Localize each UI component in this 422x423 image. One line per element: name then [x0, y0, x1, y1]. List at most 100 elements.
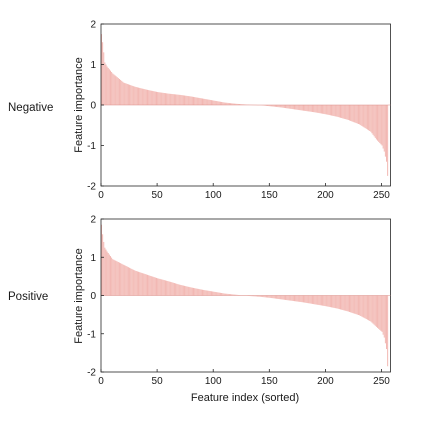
bar-positive-152 — [271, 295, 273, 299]
bar-positive-16 — [118, 262, 120, 296]
bar-positive-20 — [123, 264, 125, 296]
bar-negative-151 — [270, 105, 272, 107]
bar-negative-35 — [140, 88, 142, 105]
bar-positive-74 — [184, 285, 186, 296]
bar-positive-142 — [260, 295, 262, 297]
bar-negative-171 — [292, 105, 294, 110]
bar-positive-172 — [294, 295, 296, 302]
bar-positive-229 — [357, 295, 359, 316]
bar-positive-237 — [366, 295, 368, 320]
bar-positive-102 — [215, 292, 217, 296]
bar-negative-22 — [125, 83, 127, 105]
bar-negative-201 — [326, 105, 328, 115]
bar-negative-154 — [273, 105, 275, 107]
bar-positive-103 — [216, 292, 218, 296]
bar-negative-61 — [169, 93, 171, 105]
bar-positive-87 — [198, 289, 200, 296]
x-tick-label-positive-2: 100 — [205, 376, 222, 387]
bar-negative-38 — [143, 89, 145, 105]
bar-positive-208 — [334, 295, 336, 309]
bar-positive-26 — [130, 268, 132, 296]
bar-positive-188 — [311, 295, 313, 304]
bar-positive-31 — [135, 271, 137, 296]
bar-positive-0 — [101, 224, 103, 296]
bar-positive-51 — [158, 278, 160, 296]
bar-positive-163 — [283, 295, 285, 300]
bar-positive-22 — [125, 266, 127, 296]
bar-negative-102 — [215, 100, 217, 105]
bar-positive-104 — [217, 292, 219, 296]
bar-positive-251 — [382, 295, 384, 335]
bar-negative-72 — [181, 95, 183, 105]
bar-positive-100 — [213, 291, 215, 296]
bar-negative-19 — [122, 81, 124, 105]
bar-negative-118 — [233, 103, 235, 105]
bar-negative-164 — [285, 105, 287, 109]
bar-positive-6 — [107, 253, 109, 296]
bar-negative-168 — [289, 105, 291, 109]
bar-negative-78 — [188, 96, 190, 105]
bar-positive-166 — [287, 295, 289, 301]
bar-negative-58 — [166, 93, 168, 105]
bar-positive-15 — [117, 262, 119, 296]
bar-positive-224 — [352, 295, 354, 314]
y-tick-label-positive-0: 2 — [90, 215, 96, 226]
bar-negative-7 — [108, 69, 110, 105]
bar-negative-162 — [282, 105, 284, 108]
bar-negative-146 — [264, 105, 266, 106]
bar-negative-6 — [107, 67, 109, 105]
bar-positive-167 — [288, 295, 290, 301]
bar-positive-140 — [258, 295, 260, 297]
bar-negative-109 — [223, 102, 225, 105]
bar-negative-12 — [114, 75, 116, 105]
bar-negative-8 — [109, 70, 111, 105]
bar-negative-119 — [234, 103, 236, 105]
bar-positive-173 — [295, 295, 297, 302]
bar-positive-223 — [351, 295, 353, 313]
bar-negative-229 — [357, 105, 359, 124]
bar-negative-76 — [186, 95, 188, 105]
bar-positive-184 — [307, 295, 309, 304]
bar-positive-28 — [132, 269, 134, 296]
bar-negative-50 — [157, 92, 159, 105]
bar-positive-46 — [152, 276, 154, 296]
bar-negative-90 — [201, 98, 203, 105]
bar-negative-236 — [365, 105, 367, 129]
bar-positive-106 — [219, 292, 221, 296]
bar-positive-121 — [236, 294, 238, 296]
bar-positive-248 — [379, 295, 381, 330]
bar-positive-101 — [214, 291, 216, 296]
bar-negative-209 — [335, 105, 337, 117]
bar-positive-77 — [187, 286, 189, 296]
bar-negative-153 — [272, 105, 274, 107]
bar-negative-175 — [297, 105, 299, 110]
bar-positive-36 — [141, 272, 143, 296]
bar-positive-164 — [285, 295, 287, 300]
bar-negative-45 — [151, 90, 153, 105]
bar-positive-138 — [255, 295, 257, 297]
bar-positive-202 — [327, 295, 329, 307]
bar-negative-157 — [277, 105, 279, 108]
bar-negative-158 — [278, 105, 280, 108]
bar-negative-57 — [164, 93, 166, 105]
bar-negative-73 — [182, 95, 184, 105]
bar-positive-52 — [159, 278, 161, 296]
bar-negative-218 — [345, 105, 347, 120]
bar-positive-82 — [193, 287, 195, 296]
bar-positive-165 — [286, 295, 288, 301]
bar-negative-21 — [124, 83, 126, 105]
y-tick-label-negative-0: 2 — [90, 20, 96, 31]
bar-positive-221 — [348, 295, 350, 312]
bar-positive-10 — [112, 259, 114, 296]
bar-positive-158 — [278, 295, 280, 300]
bar-negative-239 — [369, 105, 371, 131]
bar-negative-191 — [315, 105, 317, 113]
bar-positive-143 — [261, 295, 263, 297]
bar-negative-79 — [189, 96, 191, 105]
bar-positive-196 — [320, 295, 322, 306]
bar-positive-136 — [253, 295, 255, 297]
bar-positive-232 — [361, 295, 363, 317]
bar-negative-112 — [226, 102, 228, 105]
bar-positive-233 — [362, 295, 364, 318]
bar-negative-115 — [230, 103, 232, 105]
